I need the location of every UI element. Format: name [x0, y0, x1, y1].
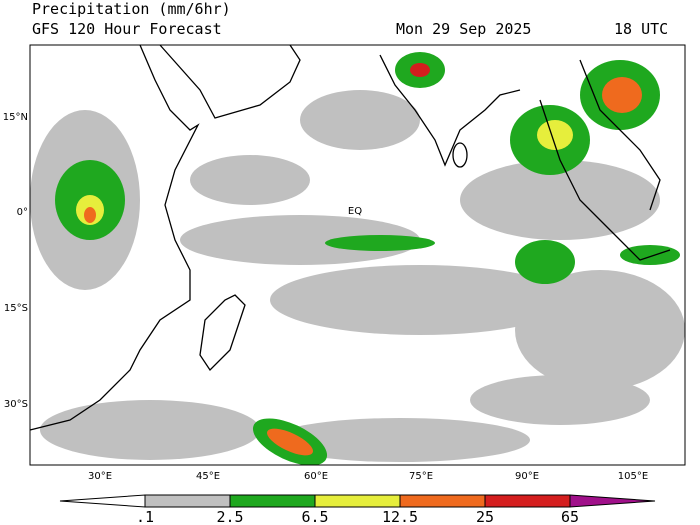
colorbar-bin: [314, 494, 401, 508]
lat-label: 15°S: [4, 303, 28, 314]
colorbar-label: 12.5: [382, 508, 418, 525]
colorbar-bin: [484, 494, 571, 508]
map: [29, 44, 686, 466]
equator-label: EQ: [348, 206, 362, 217]
colorbar-label: 2.5: [216, 508, 243, 525]
lat-label: 15°N: [3, 112, 28, 123]
colorbar-label: .1: [136, 508, 154, 525]
colorbar-bin: [399, 494, 486, 508]
colorbar-label: 65: [561, 508, 579, 525]
colorbar-label: 25: [476, 508, 494, 525]
lon-label: 45°E: [196, 471, 220, 482]
map-frame: [29, 44, 686, 466]
coastlines: [29, 44, 671, 431]
time: 18 UTC: [614, 20, 668, 38]
title: Precipitation (mm/6hr): [32, 0, 231, 18]
lon-label: 60°E: [304, 471, 328, 482]
colorbar-high: [569, 494, 656, 508]
date: Mon 29 Sep 2025: [396, 20, 531, 38]
lat-label: 0°: [17, 207, 28, 218]
lon-label: 75°E: [409, 471, 433, 482]
subtitle: GFS 120 Hour Forecast: [32, 20, 222, 38]
colorbar-low: [59, 494, 146, 508]
light-rain: [30, 90, 685, 462]
lon-label: 90°E: [515, 471, 539, 482]
lon-label: 105°E: [618, 471, 648, 482]
colorbar-bin: [229, 494, 316, 508]
colorbar-label: 6.5: [301, 508, 328, 525]
lon-label: 30°E: [88, 471, 112, 482]
heavy-rain: [55, 52, 680, 466]
lat-label: 30°S: [4, 399, 28, 410]
colorbar-bin: [144, 494, 231, 508]
